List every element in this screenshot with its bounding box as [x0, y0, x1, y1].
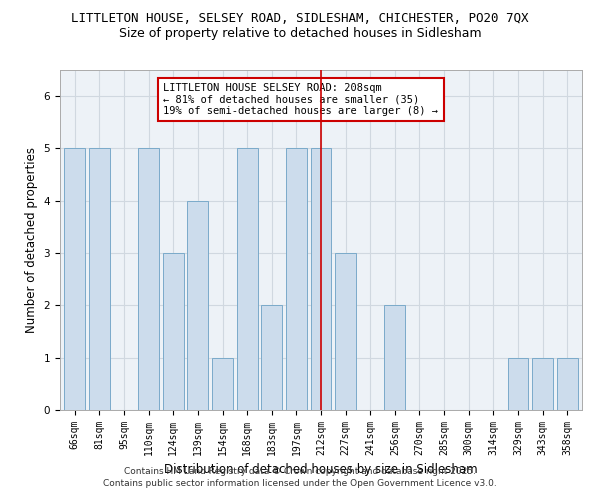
Bar	[212, 358, 233, 410]
Bar	[89, 148, 110, 410]
Text: LITTLETON HOUSE SELSEY ROAD: 208sqm
← 81% of detached houses are smaller (35)
19: LITTLETON HOUSE SELSEY ROAD: 208sqm ← 81…	[163, 83, 439, 116]
Bar	[508, 358, 529, 410]
Bar	[532, 358, 553, 410]
Text: LITTLETON HOUSE, SELSEY ROAD, SIDLESHAM, CHICHESTER, PO20 7QX: LITTLETON HOUSE, SELSEY ROAD, SIDLESHAM,…	[71, 12, 529, 26]
Bar	[385, 306, 406, 410]
Text: Size of property relative to detached houses in Sidlesham: Size of property relative to detached ho…	[119, 28, 481, 40]
Bar	[163, 253, 184, 410]
Bar	[64, 148, 85, 410]
Text: Contains HM Land Registry data © Crown copyright and database right 2025.
Contai: Contains HM Land Registry data © Crown c…	[103, 466, 497, 487]
Bar	[261, 306, 282, 410]
Bar	[286, 148, 307, 410]
Bar	[311, 148, 331, 410]
X-axis label: Distribution of detached houses by size in Sidlesham: Distribution of detached houses by size …	[164, 464, 478, 476]
Bar	[335, 253, 356, 410]
Y-axis label: Number of detached properties: Number of detached properties	[25, 147, 38, 333]
Bar	[138, 148, 159, 410]
Bar	[236, 148, 257, 410]
Bar	[187, 201, 208, 410]
Bar	[557, 358, 578, 410]
